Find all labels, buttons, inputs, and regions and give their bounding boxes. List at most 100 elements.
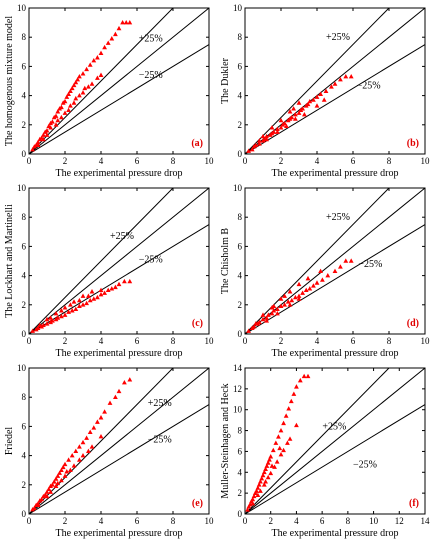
data-point bbox=[53, 310, 59, 316]
data-point bbox=[260, 312, 266, 317]
data-point bbox=[62, 110, 68, 115]
data-point bbox=[84, 435, 89, 440]
y-tick-label: 2 bbox=[238, 120, 243, 130]
data-point bbox=[278, 451, 284, 457]
plot-area bbox=[29, 188, 209, 334]
data-point bbox=[44, 489, 50, 494]
x-tick-label: 8 bbox=[346, 516, 351, 526]
plus-25-line bbox=[29, 8, 174, 154]
data-point bbox=[255, 485, 261, 490]
data-point bbox=[113, 284, 118, 290]
data-point bbox=[102, 290, 107, 295]
data-point bbox=[263, 466, 268, 471]
data-point bbox=[109, 36, 115, 41]
y-tick-label: 2 bbox=[238, 300, 243, 310]
plot-area bbox=[29, 8, 209, 154]
data-point bbox=[60, 464, 66, 470]
data-point bbox=[273, 440, 279, 445]
data-point bbox=[68, 467, 73, 472]
data-point bbox=[55, 473, 61, 478]
axes-frame bbox=[244, 7, 426, 155]
plus-25-label: +25% bbox=[110, 231, 134, 242]
data-point bbox=[281, 447, 286, 453]
y-tick-label: 4 bbox=[22, 451, 27, 461]
data-point bbox=[282, 120, 287, 126]
data-point bbox=[66, 309, 71, 314]
data-point bbox=[44, 493, 50, 499]
y-axis-label: The Dukler bbox=[220, 57, 231, 103]
data-point bbox=[278, 303, 284, 309]
y-tick-label: 10 bbox=[17, 3, 27, 13]
data-point bbox=[44, 321, 50, 326]
data-point bbox=[59, 114, 64, 120]
y-tick-label: 0 bbox=[22, 509, 27, 519]
data-point bbox=[282, 293, 287, 298]
x-tick-label: 8 bbox=[387, 156, 392, 166]
x-tick-label: 10 bbox=[205, 156, 215, 166]
y-tick-label: 6 bbox=[22, 241, 27, 251]
data-point bbox=[39, 496, 44, 502]
y-tick-label: 8 bbox=[238, 212, 243, 222]
data-point bbox=[55, 315, 61, 320]
data-point bbox=[268, 454, 274, 459]
data-point bbox=[91, 425, 97, 430]
data-point bbox=[116, 388, 122, 394]
data-point bbox=[57, 470, 62, 475]
plus-25-line bbox=[245, 188, 390, 334]
data-point bbox=[275, 310, 280, 316]
data-point bbox=[275, 306, 280, 311]
data-point bbox=[53, 476, 59, 481]
panel-c: 0 2 4 6 8 10 0 2 4 6 8 10 The experimental pressure … bbox=[4, 183, 214, 359]
data-point bbox=[35, 325, 41, 330]
x-tick-label: 6 bbox=[135, 156, 140, 166]
x-axis-label: The experimental pressure drop bbox=[272, 528, 399, 539]
axes-frame bbox=[244, 367, 426, 515]
data-point bbox=[282, 302, 287, 307]
minus-25-label: −25% bbox=[353, 459, 377, 470]
data-point bbox=[250, 500, 256, 506]
data-point bbox=[259, 475, 265, 481]
data-point bbox=[71, 100, 77, 105]
panel-label: (b) bbox=[407, 138, 419, 149]
data-point bbox=[87, 429, 93, 435]
axes-frame bbox=[28, 367, 210, 515]
data-point bbox=[293, 111, 298, 117]
minus-25-label: −25% bbox=[139, 254, 163, 265]
data-point bbox=[64, 94, 70, 99]
y-tick-label: 0 bbox=[22, 329, 27, 339]
x-axis-label: The experimental pressure drop bbox=[56, 168, 183, 179]
x-tick-label: 2 bbox=[63, 516, 68, 526]
data-point bbox=[348, 74, 354, 79]
panel-d: 0 2 4 6 8 10 0 2 4 6 8 10 The experimental pressure … bbox=[220, 183, 430, 359]
data-point bbox=[278, 427, 284, 433]
x-tick-label: 4 bbox=[294, 516, 299, 526]
x-tick-label: 12 bbox=[395, 516, 404, 526]
data-point bbox=[314, 103, 320, 108]
data-point bbox=[275, 129, 280, 134]
data-point bbox=[257, 138, 262, 143]
y-axis-label: Friedel bbox=[4, 427, 15, 456]
data-point bbox=[71, 299, 77, 304]
data-point bbox=[307, 98, 313, 104]
data-point bbox=[55, 117, 61, 123]
data-point bbox=[98, 50, 104, 56]
y-axis-label: Muller-Steinhagen and Heck bbox=[220, 383, 231, 498]
data-point bbox=[51, 479, 57, 484]
data-point bbox=[318, 91, 323, 96]
data-point bbox=[286, 406, 292, 411]
y-tick-label: 2 bbox=[22, 300, 27, 310]
panel-e: 0 2 4 6 8 10 0 2 4 6 8 10 The experimental pressure … bbox=[4, 363, 214, 539]
y-tick-label: 4 bbox=[238, 91, 243, 101]
y-tick-label: 14 bbox=[233, 363, 243, 373]
data-point bbox=[62, 305, 68, 310]
minus-25-label: −25% bbox=[139, 70, 163, 81]
data-point bbox=[249, 147, 255, 152]
data-point bbox=[253, 321, 259, 326]
data-point bbox=[260, 472, 266, 478]
data-point bbox=[37, 322, 43, 328]
data-point bbox=[122, 278, 127, 284]
y-tick-label: 8 bbox=[22, 212, 27, 222]
data-point bbox=[62, 312, 68, 317]
data-point bbox=[266, 312, 271, 317]
data-point bbox=[41, 132, 46, 137]
